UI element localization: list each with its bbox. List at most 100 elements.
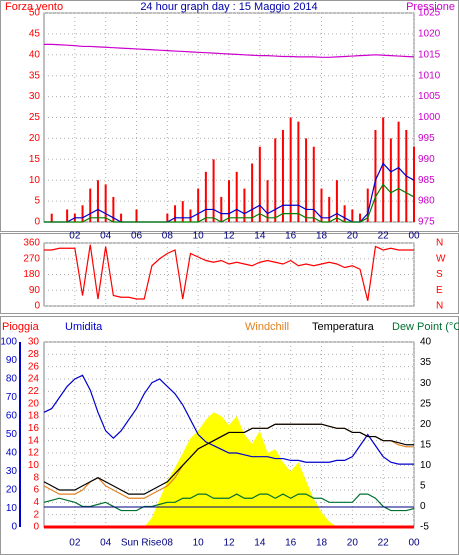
y-tick-label: -5 bbox=[420, 522, 429, 533]
series-line bbox=[44, 43, 415, 58]
x-tick-label: 10 bbox=[193, 231, 205, 242]
x-tick-label: 14 bbox=[254, 231, 266, 242]
x-tick-label: 02 bbox=[69, 231, 81, 242]
y-tick-label: 1020 bbox=[418, 29, 441, 40]
series-line bbox=[43, 423, 414, 495]
y-tick-label: 100 bbox=[0, 337, 17, 348]
y-tick-label: 20 bbox=[420, 419, 432, 430]
series-line bbox=[44, 183, 415, 223]
y-tick-label: 180 bbox=[23, 269, 40, 280]
y-tick-label: 1000 bbox=[418, 112, 441, 123]
legend-entry: Windchill bbox=[245, 321, 289, 333]
y-tick-label: 20 bbox=[6, 485, 18, 496]
y-tick-label: 26 bbox=[28, 361, 40, 372]
y-tick-label: 45 bbox=[29, 29, 41, 40]
y-tick-label: 20 bbox=[29, 133, 41, 144]
x-tick-label: 18 bbox=[316, 231, 328, 242]
y-tick-label: 0 bbox=[11, 522, 17, 533]
y-tick-label: 15 bbox=[420, 439, 432, 450]
legend-entry: Pressione bbox=[406, 1, 455, 13]
y-tick-label: 975 bbox=[418, 217, 435, 228]
y-tick-label: 28 bbox=[28, 349, 40, 360]
y-tick-label: 1005 bbox=[418, 91, 441, 102]
y-tick-label: 6 bbox=[33, 485, 39, 496]
y-tick-label: 16 bbox=[28, 423, 40, 434]
y-tick-label: 1015 bbox=[418, 49, 441, 60]
y-tick-label: 990 bbox=[418, 154, 435, 165]
y-tick-label: 10 bbox=[420, 460, 432, 471]
y-tick-label: 5 bbox=[420, 481, 426, 492]
y-tick-label: 80 bbox=[6, 374, 18, 385]
panel-frame bbox=[0, 233, 459, 314]
x-tick-label: 20 bbox=[347, 231, 359, 242]
x-tick-label: 06 bbox=[131, 231, 143, 242]
y-tick-label: 25 bbox=[29, 112, 41, 123]
legend-entry: Dew Point (°C bbox=[392, 321, 459, 333]
x-tick-label: 16 bbox=[285, 538, 297, 549]
y-tick-label: 270 bbox=[23, 253, 40, 264]
y-tick-label: 50 bbox=[29, 8, 41, 19]
x-tick-label: 00 bbox=[408, 231, 420, 242]
y-tick-label: 1010 bbox=[418, 70, 441, 81]
y-tick-label: 8 bbox=[33, 472, 39, 483]
y-tick-label: 90 bbox=[29, 285, 41, 296]
legend-entry: Umidita bbox=[65, 321, 103, 333]
y-tick-label: 0 bbox=[34, 301, 40, 312]
y-tick-label: 10 bbox=[6, 503, 18, 514]
y-tick-label: 25 bbox=[420, 398, 432, 409]
y-tick-label: 0 bbox=[34, 217, 40, 228]
y-tick-label: 10 bbox=[28, 460, 40, 471]
y-tick-label: 35 bbox=[29, 70, 41, 81]
x-tick-label: 20 bbox=[347, 538, 359, 549]
y-tick-label: 50 bbox=[6, 429, 18, 440]
annotation: Sun Rise bbox=[121, 538, 162, 549]
y-tick-label: 18 bbox=[28, 411, 40, 422]
solar-area bbox=[44, 412, 414, 527]
x-tick-label: 16 bbox=[285, 231, 297, 242]
x-tick-label: 02 bbox=[69, 538, 81, 549]
y-tick-label: 40 bbox=[6, 448, 18, 459]
y-tick-label: 40 bbox=[29, 49, 41, 60]
series-line bbox=[44, 244, 414, 301]
y-tick-label: 0 bbox=[420, 501, 426, 512]
x-tick-label: 22 bbox=[378, 538, 390, 549]
x-tick-label: 08 bbox=[162, 538, 174, 549]
y-tick-label: 70 bbox=[6, 392, 18, 403]
y-tick-label: 2 bbox=[33, 509, 39, 520]
chart-title: 24 hour graph day : 15 Maggio 2014 bbox=[140, 1, 317, 13]
x-tick-label: 08 bbox=[162, 231, 174, 242]
x-tick-label: 10 bbox=[193, 538, 205, 549]
legend-entry: Temperatura bbox=[312, 321, 375, 333]
y-tick-label: 22 bbox=[28, 386, 40, 397]
y-tick-label: 20 bbox=[28, 398, 40, 409]
y-tick-label: 360 bbox=[23, 238, 40, 249]
y-tick-label: 10 bbox=[29, 175, 41, 186]
y-tick-label: 995 bbox=[418, 133, 435, 144]
y-tick-label: 14 bbox=[28, 435, 40, 446]
y-tick-label: 24 bbox=[28, 374, 40, 385]
y-tick-label: 30 bbox=[29, 91, 41, 102]
x-tick-label: 00 bbox=[408, 538, 420, 549]
y-tick-label: 90 bbox=[6, 355, 18, 366]
y-tick-label: 5 bbox=[34, 196, 40, 207]
y-tick-label: E bbox=[436, 285, 443, 296]
x-tick-label: 12 bbox=[223, 538, 235, 549]
y-tick-label: 40 bbox=[420, 337, 432, 348]
y-tick-label: S bbox=[436, 269, 443, 280]
y-tick-label: 4 bbox=[33, 497, 39, 508]
x-tick-label: 14 bbox=[254, 538, 266, 549]
y-tick-label: N bbox=[436, 238, 443, 249]
y-tick-label: 980 bbox=[418, 196, 435, 207]
x-tick-label: 18 bbox=[316, 538, 328, 549]
y-tick-label: 30 bbox=[420, 378, 432, 389]
series-line bbox=[43, 374, 414, 465]
y-tick-label: 30 bbox=[28, 337, 40, 348]
x-tick-label: 22 bbox=[378, 231, 390, 242]
y-tick-label: 985 bbox=[418, 175, 435, 186]
y-tick-label: W bbox=[436, 253, 446, 264]
legend-entry: Pioggia bbox=[2, 321, 40, 333]
y-tick-label: 60 bbox=[6, 411, 18, 422]
y-tick-label: 12 bbox=[28, 448, 40, 459]
series-line bbox=[43, 493, 415, 512]
